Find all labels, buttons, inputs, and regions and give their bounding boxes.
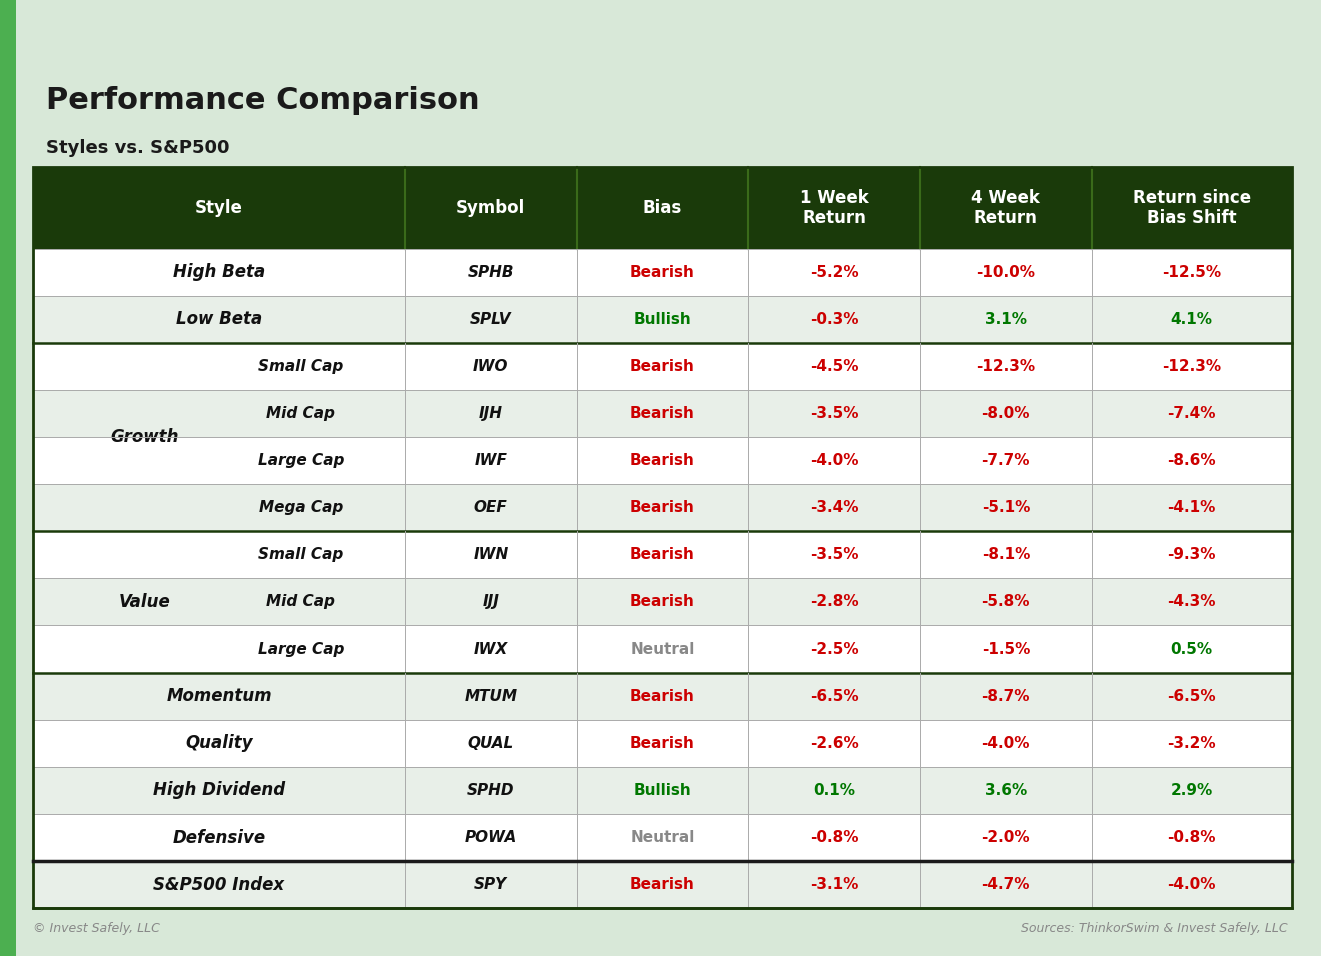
Text: -8.0%: -8.0% — [982, 406, 1030, 421]
Text: Bearish: Bearish — [630, 736, 695, 750]
Text: Performance Comparison: Performance Comparison — [46, 86, 480, 115]
Text: Bearish: Bearish — [630, 688, 695, 704]
Text: -4.7%: -4.7% — [982, 878, 1030, 892]
Text: QUAL: QUAL — [468, 736, 514, 750]
Text: -2.5%: -2.5% — [810, 641, 859, 657]
Text: 3.1%: 3.1% — [985, 312, 1026, 327]
Text: MTUM: MTUM — [464, 688, 518, 704]
Text: -12.5%: -12.5% — [1162, 265, 1222, 279]
Text: SPHB: SPHB — [468, 265, 514, 279]
Text: Bullish: Bullish — [634, 783, 691, 798]
Text: -6.5%: -6.5% — [1168, 688, 1217, 704]
Text: 3.6%: 3.6% — [984, 783, 1026, 798]
Text: -8.6%: -8.6% — [1168, 453, 1217, 468]
Text: -3.5%: -3.5% — [810, 406, 859, 421]
Text: Neutral: Neutral — [630, 641, 695, 657]
Text: Mid Cap: Mid Cap — [267, 595, 336, 609]
Text: Bullish: Bullish — [634, 312, 691, 327]
Text: -3.2%: -3.2% — [1168, 736, 1217, 750]
Text: Styles vs. S&P500: Styles vs. S&P500 — [46, 139, 230, 157]
Text: Neutral: Neutral — [630, 830, 695, 845]
Text: Large Cap: Large Cap — [258, 453, 343, 468]
Text: IWX: IWX — [474, 641, 509, 657]
Text: -5.2%: -5.2% — [810, 265, 859, 279]
Text: -8.7%: -8.7% — [982, 688, 1030, 704]
Text: -1.5%: -1.5% — [982, 641, 1030, 657]
Text: -2.6%: -2.6% — [810, 736, 859, 750]
Text: -0.8%: -0.8% — [810, 830, 859, 845]
Text: Bearish: Bearish — [630, 500, 695, 515]
Text: Defensive: Defensive — [173, 829, 266, 846]
Text: SPHD: SPHD — [468, 783, 515, 798]
Text: IWN: IWN — [473, 548, 509, 562]
Text: Small Cap: Small Cap — [258, 548, 343, 562]
Text: Bearish: Bearish — [630, 406, 695, 421]
Text: -4.0%: -4.0% — [982, 736, 1030, 750]
Text: 2.9%: 2.9% — [1170, 783, 1213, 798]
Text: 4.1%: 4.1% — [1170, 312, 1213, 327]
Text: -12.3%: -12.3% — [976, 358, 1036, 374]
Text: -2.0%: -2.0% — [982, 830, 1030, 845]
Text: -4.5%: -4.5% — [810, 358, 859, 374]
Text: Bearish: Bearish — [630, 265, 695, 279]
Text: Growth: Growth — [111, 428, 178, 446]
Text: 1 Week
Return: 1 Week Return — [799, 188, 868, 228]
Text: -5.1%: -5.1% — [982, 500, 1030, 515]
Text: -4.1%: -4.1% — [1168, 500, 1217, 515]
Text: IJH: IJH — [478, 406, 503, 421]
Text: Bearish: Bearish — [630, 878, 695, 892]
Text: -9.3%: -9.3% — [1168, 548, 1217, 562]
Text: -4.3%: -4.3% — [1168, 595, 1217, 609]
Text: -4.0%: -4.0% — [810, 453, 859, 468]
Text: Bearish: Bearish — [630, 595, 695, 609]
Text: 4 Week
Return: 4 Week Return — [971, 188, 1040, 228]
Text: Value: Value — [119, 593, 170, 611]
Text: Symbol: Symbol — [456, 199, 526, 217]
Text: Bearish: Bearish — [630, 453, 695, 468]
Text: Bearish: Bearish — [630, 548, 695, 562]
Text: -12.3%: -12.3% — [1162, 358, 1222, 374]
Text: -0.8%: -0.8% — [1168, 830, 1217, 845]
Text: 0.1%: 0.1% — [814, 783, 855, 798]
Text: -0.3%: -0.3% — [810, 312, 859, 327]
Text: © Invest Safely, LLC: © Invest Safely, LLC — [33, 922, 160, 935]
Text: -7.4%: -7.4% — [1168, 406, 1217, 421]
Text: -3.5%: -3.5% — [810, 548, 859, 562]
Text: Bearish: Bearish — [630, 358, 695, 374]
Text: -4.0%: -4.0% — [1168, 878, 1217, 892]
Text: Low Beta: Low Beta — [176, 311, 262, 328]
Text: -2.8%: -2.8% — [810, 595, 859, 609]
Text: Momentum: Momentum — [166, 687, 272, 706]
Text: High Beta: High Beta — [173, 263, 266, 281]
Text: -8.1%: -8.1% — [982, 548, 1030, 562]
Text: -6.5%: -6.5% — [810, 688, 859, 704]
Text: Return since
Bias Shift: Return since Bias Shift — [1132, 188, 1251, 228]
Text: -3.1%: -3.1% — [810, 878, 859, 892]
Text: Style: Style — [196, 199, 243, 217]
Text: -3.4%: -3.4% — [810, 500, 859, 515]
Text: SPLV: SPLV — [470, 312, 511, 327]
Text: -10.0%: -10.0% — [976, 265, 1036, 279]
Text: -7.7%: -7.7% — [982, 453, 1030, 468]
Text: Bias: Bias — [643, 199, 682, 217]
Text: SPY: SPY — [474, 878, 507, 892]
Text: -5.8%: -5.8% — [982, 595, 1030, 609]
Text: High Dividend: High Dividend — [153, 781, 285, 799]
Text: IWO: IWO — [473, 358, 509, 374]
Text: IWF: IWF — [474, 453, 507, 468]
Text: S&P500 Index: S&P500 Index — [153, 876, 284, 894]
Text: POWA: POWA — [465, 830, 517, 845]
Text: OEF: OEF — [474, 500, 507, 515]
Text: 0.5%: 0.5% — [1170, 641, 1213, 657]
Text: Quality: Quality — [185, 734, 252, 752]
Text: Mega Cap: Mega Cap — [259, 500, 343, 515]
Text: IJJ: IJJ — [482, 595, 499, 609]
Text: Mid Cap: Mid Cap — [267, 406, 336, 421]
Text: Large Cap: Large Cap — [258, 641, 343, 657]
Text: Sources: ThinkorSwim & Invest Safely, LLC: Sources: ThinkorSwim & Invest Safely, LL… — [1021, 922, 1288, 935]
Text: Small Cap: Small Cap — [258, 358, 343, 374]
